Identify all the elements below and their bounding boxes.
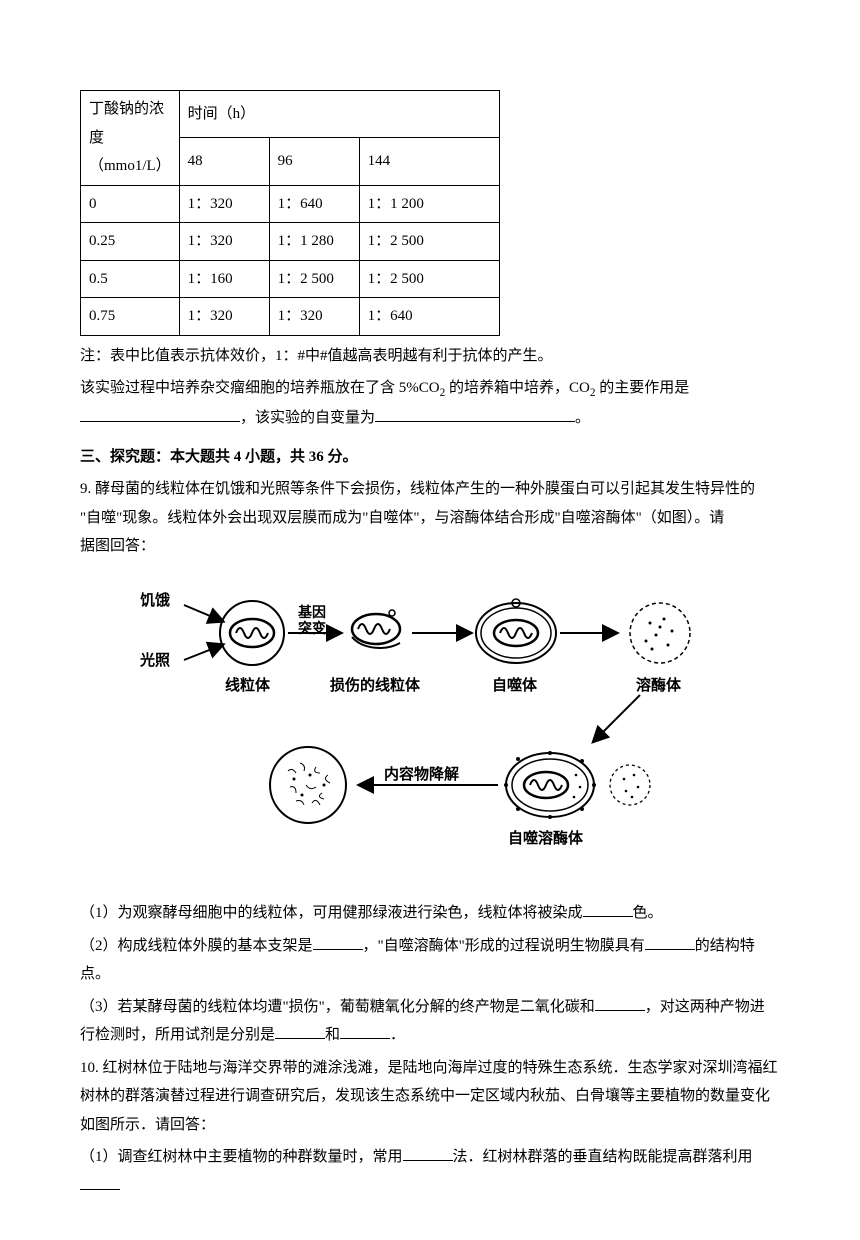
label-mutation-1: 基因 bbox=[298, 604, 326, 621]
table-row: 0 1：320 1：640 1：1 200 bbox=[81, 185, 500, 223]
al-surface-dots bbox=[504, 751, 596, 819]
time-col-1: 96 bbox=[269, 138, 359, 185]
cell: 1：1 280 bbox=[269, 223, 359, 261]
cell: 1：640 bbox=[269, 185, 359, 223]
q9-p3-a: （3）若某酵母菌的线粒体均遭"损伤"，葡萄糖氧化分解的终产物是二氧化碳和 bbox=[80, 999, 595, 1015]
cell: 1：1 200 bbox=[359, 185, 499, 223]
q9-p1-a: （1）为观察酵母细胞中的线粒体，可用健那绿液进行染色，线粒体将被染成 bbox=[80, 905, 583, 921]
q9-intro-3: 据图回答： bbox=[80, 538, 155, 554]
label-autolysosome: 自噬溶酶体 bbox=[508, 829, 584, 847]
q9-p2: （2）构成线粒体外膜的基本支架是，"自噬溶酶体"形成的过程说明生物膜具有的结构特… bbox=[80, 932, 780, 989]
autophagy-diagram: 饥饿 光照 线粒体 基因 突变 损伤的线粒体 自噬体 溶酶体 bbox=[140, 575, 720, 886]
blank-9-2b[interactable] bbox=[645, 936, 695, 950]
table-row: 0.75 1：320 1：320 1：640 bbox=[81, 298, 500, 336]
cell-conc: 0.75 bbox=[81, 298, 180, 336]
arrow-hunger bbox=[184, 605, 222, 621]
degraded-circle bbox=[270, 747, 346, 823]
lysosome-dots bbox=[645, 617, 674, 650]
col1-header-line2: （mmo1/L） bbox=[89, 158, 171, 174]
label-autophagosome: 自噬体 bbox=[492, 676, 538, 694]
time-header: 时间（h） bbox=[179, 91, 499, 138]
diagram-svg: 饥饿 光照 线粒体 基因 突变 损伤的线粒体 自噬体 溶酶体 bbox=[140, 575, 720, 875]
mito-cristae bbox=[236, 628, 268, 638]
cell: 1：320 bbox=[179, 298, 269, 336]
al-side-dots bbox=[623, 774, 640, 799]
q10-p1-b: 法．红树林群落的垂直结构既能提高群落利用 bbox=[453, 1149, 753, 1165]
label-lysosome: 溶酶体 bbox=[636, 676, 682, 694]
time-col-2: 144 bbox=[359, 138, 499, 185]
q9-intro-1: 9. 酵母菌的线粒体在饥饿和光照等条件下会损伤，线粒体产生的一种外膜蛋白可以引起… bbox=[80, 481, 755, 497]
cell: 1：320 bbox=[179, 223, 269, 261]
q10-intro-2: 树林的群落演替过程进行调查研究后，发现该生态系统中一定区域内秋茄、白骨壤等主要植… bbox=[80, 1088, 770, 1104]
q9-intro-2: "自噬"现象。线粒体外会出现双层膜而成为"自噬体"，与溶酶体结合形成"自噬溶酶体… bbox=[80, 510, 724, 526]
arrow-light bbox=[184, 645, 222, 660]
blank-iv[interactable] bbox=[375, 408, 575, 422]
damaged-mito-icon bbox=[352, 614, 400, 644]
label-mito: 线粒体 bbox=[225, 676, 271, 694]
al-cristae bbox=[530, 780, 562, 790]
section-3-heading: 三、探究题：本大题共 4 小题，共 36 分。 bbox=[80, 443, 780, 472]
cell: 1：2 500 bbox=[359, 223, 499, 261]
q9-p2-b: ，"自噬溶酶体"形成的过程说明生物膜具有 bbox=[363, 938, 645, 954]
q9-p1-b: 色。 bbox=[633, 905, 663, 921]
blank-9-3c[interactable] bbox=[340, 1025, 390, 1039]
damaged-cristae bbox=[358, 624, 390, 634]
al-inner-dots bbox=[573, 774, 582, 799]
blank-9-3a[interactable] bbox=[595, 997, 645, 1011]
data-table: 丁酸钠的浓度 （mmo1/L） 时间（h） 48 96 144 0 1：320 … bbox=[80, 90, 500, 336]
table-row: 0.5 1：160 1：2 500 1：2 500 bbox=[81, 260, 500, 298]
period: 。 bbox=[575, 410, 590, 426]
blank-9-1[interactable] bbox=[583, 903, 633, 917]
cell: 1：2 500 bbox=[359, 260, 499, 298]
cell: 1：320 bbox=[269, 298, 359, 336]
q9-p2-a: （2）构成线粒体外膜的基本支架是 bbox=[80, 938, 313, 954]
q9-p3-d: 和 bbox=[325, 1027, 340, 1043]
cell-conc: 0.25 bbox=[81, 223, 180, 261]
q10-p1: （1）调查红树林中主要植物的种群数量时，常用 法．红树林群落的垂直结构既能提高群落… bbox=[80, 1143, 780, 1200]
blank-10-1a[interactable] bbox=[403, 1147, 453, 1161]
degraded-debris bbox=[288, 763, 330, 805]
blank-co2-function[interactable] bbox=[80, 408, 240, 422]
q9-p3: （3）若某酵母菌的线粒体均遭"损伤"，葡萄糖氧化分解的终产物是二氧化碳和 ，对这两… bbox=[80, 993, 780, 1050]
q9-intro: 9. 酵母菌的线粒体在饥饿和光照等条件下会损伤，线粒体产生的一种外膜蛋白可以引起… bbox=[80, 475, 780, 561]
label-light: 光照 bbox=[140, 651, 170, 669]
auto-cristae bbox=[500, 628, 532, 638]
lysosome-circle bbox=[630, 603, 690, 663]
q9-p3-c: 行检测时，所用试剂是分别是 bbox=[80, 1027, 275, 1043]
blank-9-2a[interactable] bbox=[313, 936, 363, 950]
cell: 1：160 bbox=[179, 260, 269, 298]
table-note: 注：表中比值表示抗体效价，1：#中#值越高表明越有利于抗体的产生。 bbox=[80, 342, 780, 371]
damaged-dot bbox=[389, 610, 395, 616]
cell-conc: 0 bbox=[81, 185, 180, 223]
experiment-text: 该实验过程中培养杂交瘤细胞的培养瓶放在了含 5%CO2 的培养箱中培养，CO2 … bbox=[80, 374, 780, 433]
q10-intro: 10. 红树林位于陆地与海洋交界带的滩涂浅滩，是陆地向海岸过度的特殊生态系统．生… bbox=[80, 1054, 780, 1140]
col1-header-line1: 丁酸钠的浓度 bbox=[89, 101, 164, 146]
q10-intro-3: 如图所示．请回答： bbox=[80, 1117, 215, 1133]
label-damaged: 损伤的线粒体 bbox=[330, 676, 421, 694]
q9-p3-e: ． bbox=[390, 1027, 405, 1043]
col1-header: 丁酸钠的浓度 （mmo1/L） bbox=[81, 91, 180, 186]
blank-9-3b[interactable] bbox=[275, 1025, 325, 1039]
cell-conc: 0.5 bbox=[81, 260, 180, 298]
label-mutation-2: 突变 bbox=[298, 620, 326, 637]
cell: 1：640 bbox=[359, 298, 499, 336]
cell: 1：2 500 bbox=[269, 260, 359, 298]
exp-text-1: 该实验过程中培养杂交瘤细胞的培养瓶放在了含 5%CO bbox=[80, 380, 440, 396]
arrow-merge bbox=[594, 695, 640, 741]
q9-p1: （1）为观察酵母细胞中的线粒体，可用健那绿液进行染色，线粒体将被染成 色。 bbox=[80, 899, 780, 928]
exp-text-2: 的培养箱中培养，CO bbox=[445, 380, 590, 396]
exp-text-4: ，该实验的自变量为 bbox=[240, 410, 375, 426]
label-degrade: 内容物降解 bbox=[384, 765, 459, 783]
time-col-0: 48 bbox=[179, 138, 269, 185]
cell: 1：320 bbox=[179, 185, 269, 223]
q9-p3-b: ，对这两种产物进 bbox=[645, 999, 765, 1015]
blank-10-1b[interactable] bbox=[80, 1176, 120, 1190]
table-header-row: 丁酸钠的浓度 （mmo1/L） 时间（h） bbox=[81, 91, 500, 138]
al-side-lysosome bbox=[610, 765, 650, 805]
q10-intro-1: 10. 红树林位于陆地与海洋交界带的滩涂浅滩，是陆地向海岸过度的特殊生态系统．生… bbox=[80, 1060, 778, 1076]
exp-text-3: 的主要作用是 bbox=[595, 380, 689, 396]
label-hunger: 饥饿 bbox=[140, 591, 170, 609]
q10-p1-a: （1）调查红树林中主要植物的种群数量时，常用 bbox=[80, 1149, 403, 1165]
table-row: 0.25 1：320 1：1 280 1：2 500 bbox=[81, 223, 500, 261]
